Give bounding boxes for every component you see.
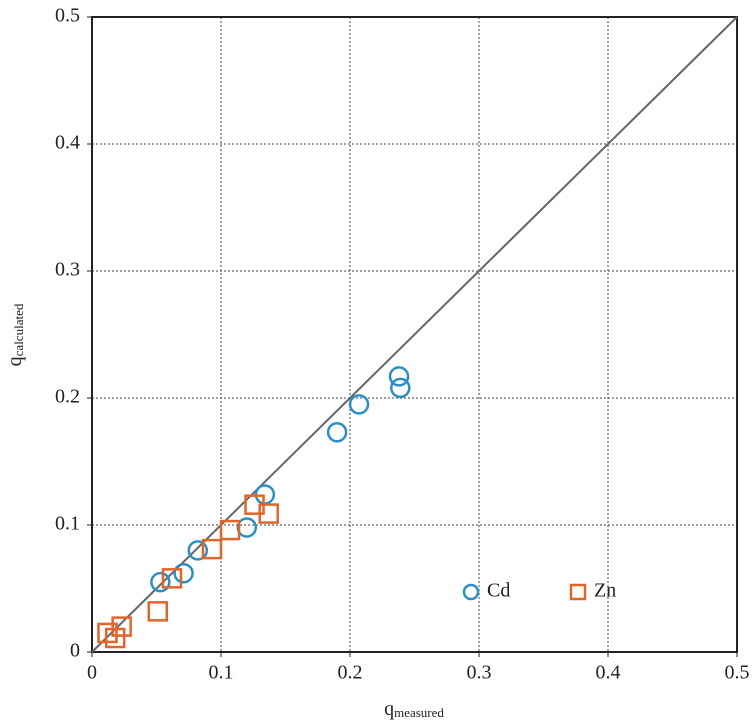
point	[147, 601, 169, 622]
y-tick-label: 0.1	[55, 513, 80, 535]
y-tick-label: 0.4	[55, 132, 80, 154]
x-axis-label: qmeasured	[384, 698, 444, 720]
legend-marker	[462, 583, 480, 601]
y-tick-label: 0.5	[55, 5, 80, 27]
x-tick-label: 0.1	[209, 662, 234, 684]
x-tick-label: 0	[87, 662, 97, 684]
x-tick-label: 0.3	[467, 662, 492, 684]
point	[111, 616, 132, 637]
x-tick-label: 0.4	[596, 662, 621, 684]
x-tick-label: 0.5	[725, 662, 750, 684]
point	[326, 422, 348, 443]
y-tick-label: 0.2	[55, 386, 80, 408]
legend-label: Cd	[487, 580, 510, 602]
point	[390, 377, 411, 399]
point	[97, 622, 118, 644]
y-tick-label: 0	[70, 640, 80, 662]
point	[187, 540, 209, 561]
point	[236, 517, 258, 538]
point	[388, 366, 410, 387]
y-tick-label: 0.3	[55, 259, 80, 281]
point	[150, 571, 171, 593]
y-axis-label: qcalculated	[4, 303, 26, 366]
point	[258, 503, 279, 524]
point	[161, 568, 183, 589]
point	[348, 394, 370, 415]
plot-frame	[91, 16, 738, 653]
point	[219, 519, 241, 541]
point	[201, 538, 223, 560]
point	[104, 627, 126, 649]
point	[173, 563, 194, 584]
legend-marker	[569, 583, 587, 601]
legend-label: Zn	[594, 580, 616, 602]
reference-line	[91, 16, 738, 653]
x-tick-label: 0.2	[338, 662, 363, 684]
